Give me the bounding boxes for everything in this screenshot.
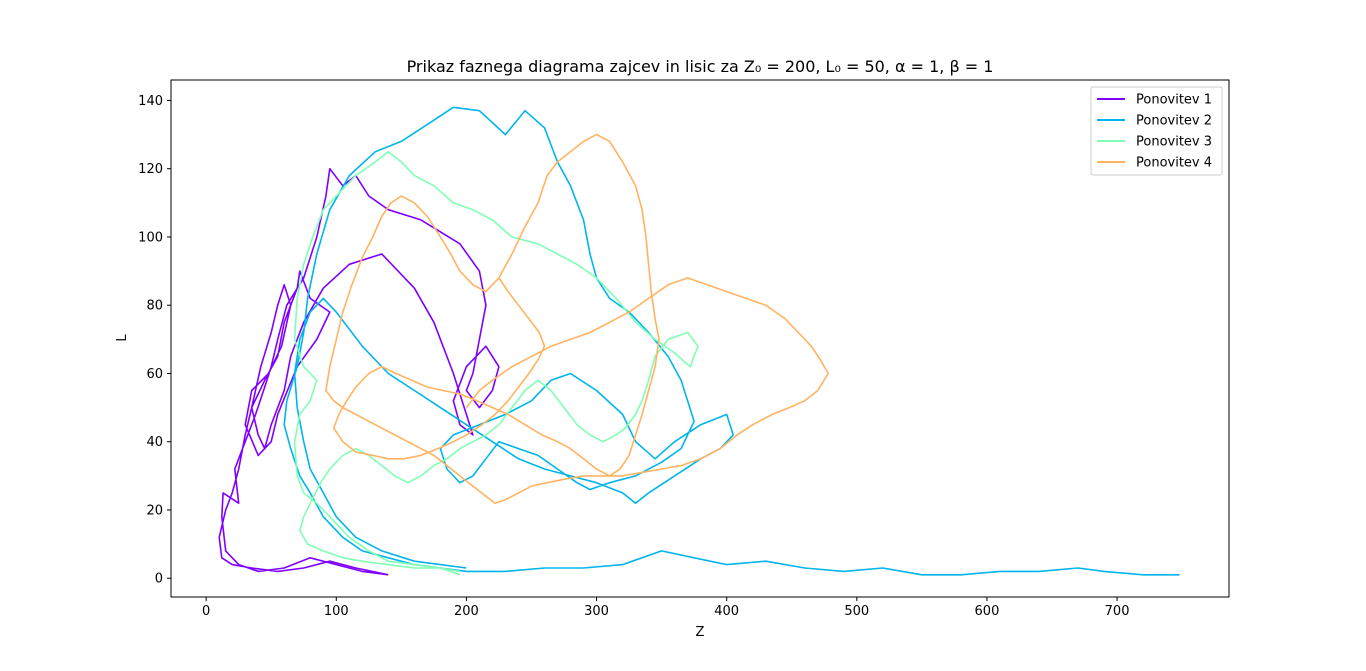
y-tick-label: 20	[146, 503, 163, 518]
plot-area	[170, 79, 1230, 598]
plot-frame	[170, 79, 1230, 598]
y-tick-label: 140	[138, 94, 163, 109]
y-tick-label: 120	[138, 162, 163, 177]
legend-label: Ponovitev 4	[1136, 156, 1212, 171]
y-tick-label: 80	[146, 299, 163, 314]
x-tick-label: 600	[975, 604, 1000, 619]
series-layer	[218, 106, 1180, 576]
x-tick-label: 200	[454, 604, 479, 619]
series-line-3	[293, 150, 699, 576]
legend: Ponovitev 1 Ponovitev 2 Ponovitev 3 Ponovit…	[1090, 86, 1223, 176]
x-axis: 0 100 200 300 400 500 600 700	[202, 597, 1130, 619]
x-axis-label: Z	[696, 625, 705, 640]
legend-label: Ponovitev 3	[1136, 135, 1212, 150]
y-tick-label: 100	[138, 230, 163, 245]
x-tick-label: 500	[844, 604, 869, 619]
y-axis: 0 20 40 60 80 100 120 140	[138, 94, 171, 587]
chart-title: Prikaz faznega diagrama zajcev in lisic …	[407, 57, 994, 76]
y-tick-label: 60	[146, 367, 163, 382]
x-tick-label: 0	[202, 604, 210, 619]
y-tick-label: 0	[155, 572, 163, 587]
x-tick-label: 400	[714, 604, 739, 619]
x-tick-label: 300	[584, 604, 609, 619]
legend-label: Ponovitev 1	[1136, 93, 1212, 108]
y-tick-label: 40	[146, 435, 163, 450]
series-line-1	[218, 167, 500, 576]
series-line-4	[325, 133, 830, 505]
x-tick-label: 100	[324, 604, 349, 619]
y-axis-label: L	[115, 334, 130, 342]
x-tick-label: 700	[1105, 604, 1130, 619]
legend-label: Ponovitev 2	[1136, 114, 1212, 129]
legend-box	[1090, 86, 1223, 176]
